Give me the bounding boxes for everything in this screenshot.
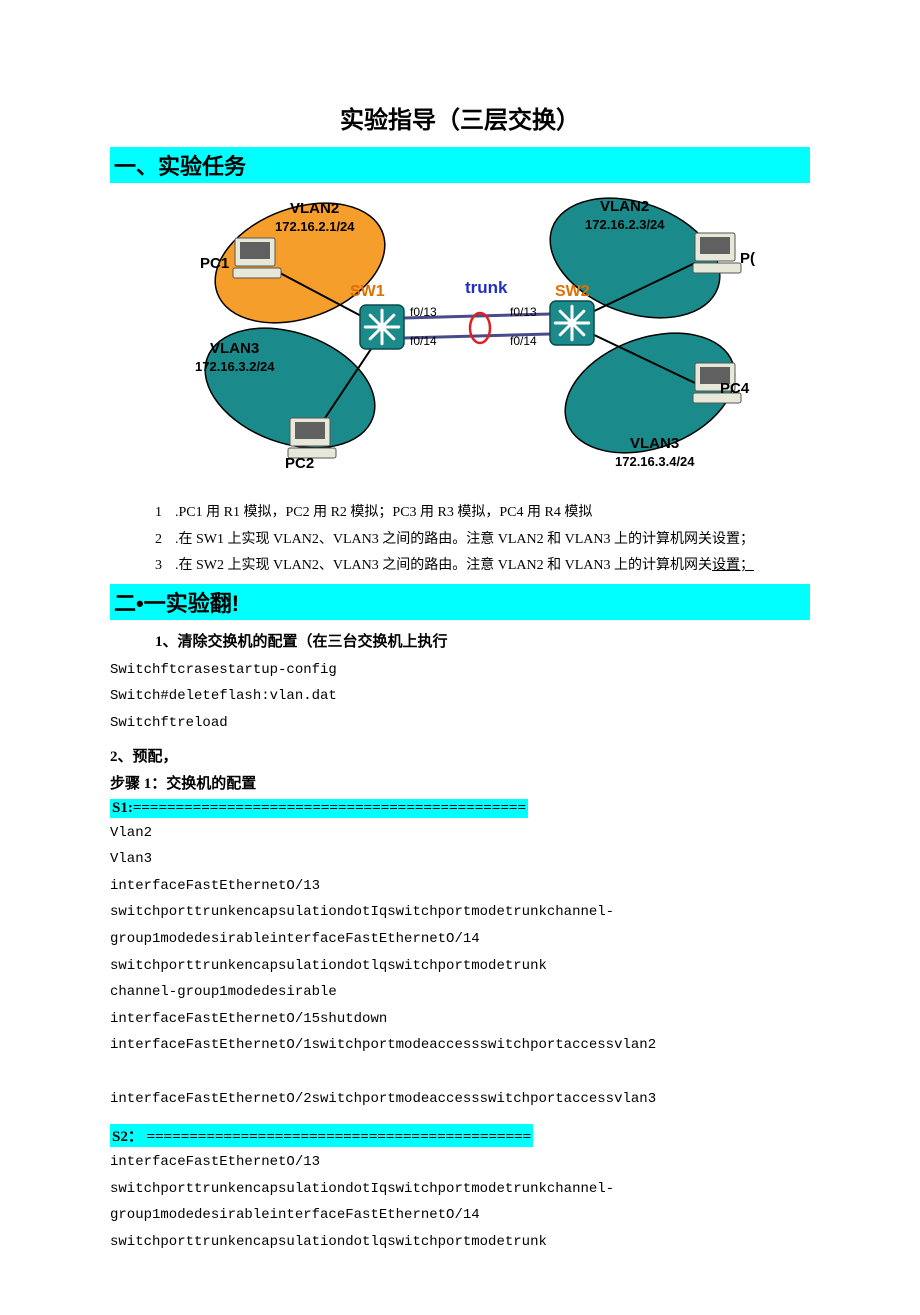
task-item: 2.在 SW1 上实现 VLAN2、VLAN3 之间的路由。注意 VLAN2 和…: [155, 527, 810, 554]
code-line: interfaceFastEthernetO/13: [110, 873, 810, 900]
code-line: channel-group1modedesirable: [110, 979, 810, 1006]
s1-header: S1:=====================================…: [110, 799, 528, 818]
task-text: .在 SW1 上实现 VLAN2、VLAN3 之间的路由。注意 VLAN2 和 …: [175, 532, 754, 547]
code-line: switchporttrunkencapsulationdotIqswitchp…: [110, 1176, 810, 1203]
task-item: 1.PC1 用 R1 模拟，PC2 用 R2 模拟；PC3 用 R3 模拟，PC…: [155, 500, 810, 527]
code-line: switchporttrunkencapsulationdotlqswitchp…: [110, 1229, 810, 1256]
code-line: [110, 1059, 810, 1086]
s1-code-block: Vlan2Vlan3interfaceFastEthernetO/13switc…: [110, 820, 810, 1113]
code-line: interfaceFastEthernetO/13: [110, 1149, 810, 1176]
task-text: .PC1 用 R1 模拟，PC2 用 R2 模拟；PC3 用 R3 模拟，PC4…: [175, 505, 592, 520]
s2-code-block: interfaceFastEthernetO/13switchporttrunk…: [110, 1149, 810, 1255]
svg-text:172.16.3.2/24: 172.16.3.2/24: [195, 359, 275, 374]
code-line: Switchftreload: [110, 710, 810, 737]
task-number: 1: [155, 500, 175, 527]
svg-text:VLAN3: VLAN3: [210, 340, 259, 357]
network-diagram-container: VLAN2 172.16.2.1/24 PC1 VLAN3 172.16.3.2/24 P…: [110, 193, 810, 488]
code-line: interfaceFastEthernetO/2switchportmodeac…: [110, 1086, 810, 1113]
section1-header: 一、实验任务: [110, 147, 810, 183]
code-line: interfaceFastEthernetO/15shutdown: [110, 1006, 810, 1033]
task-text: .在 SW2 上实现 VLAN2、VLAN3 之间的路由。注意 VLAN2 和 …: [175, 558, 712, 573]
code-line: Switch#deleteflash:vlan.dat: [110, 683, 810, 710]
task-number: 3: [155, 553, 175, 580]
document-page: 实验指导（三层交换） 一、实验任务 VLAN2172.16.2.1/24PC1V…: [0, 0, 920, 1315]
svg-text:172.16.2.1/24: 172.16.2.1/24: [275, 219, 355, 234]
task-item: 3.在 SW2 上实现 VLAN2、VLAN3 之间的路由。注意 VLAN2 和…: [155, 553, 810, 580]
task-number: 2: [155, 527, 175, 554]
svg-text:PC1: PC1: [200, 255, 229, 272]
svg-text:172.16.3.4/24: 172.16.3.4/24: [615, 454, 695, 469]
svg-text:VLAN3: VLAN3: [630, 435, 679, 452]
code-line: Vlan2: [110, 820, 810, 847]
step1-title: 1、清除交换机的配置（在三台交换机上执行: [155, 630, 810, 651]
code-line: switchporttrunkencapsulationdotIqswitchp…: [110, 899, 810, 926]
svg-text:SW1: SW1: [350, 283, 385, 300]
page-title: 实验指导（三层交换）: [110, 100, 810, 135]
svg-text:172.16.2.3/24: 172.16.2.3/24: [585, 217, 665, 232]
svg-text:f0/14: f0/14: [510, 334, 537, 348]
step2-title: 2、预配，: [110, 745, 810, 766]
code-line: group1modedesirableinterfaceFastEthernet…: [110, 926, 810, 953]
code-line: interfaceFastEthernetO/1switchportmodeac…: [110, 1032, 810, 1059]
s2-header: S2： ====================================…: [110, 1124, 533, 1147]
step1-code-block: Switchftcrasestartup-configSwitch#delete…: [110, 657, 810, 737]
svg-text:VLAN2: VLAN2: [290, 200, 339, 217]
svg-text:VLAN2: VLAN2: [600, 198, 649, 215]
svg-text:f0/13: f0/13: [410, 305, 437, 319]
network-diagram: VLAN2 172.16.2.1/24 PC1 VLAN3 172.16.3.2/24 P…: [160, 193, 760, 483]
svg-text:PC2: PC2: [285, 455, 314, 472]
svg-text:SW2: SW2: [555, 283, 590, 300]
code-line: switchporttrunkencapsulationdotlqswitchp…: [110, 953, 810, 980]
svg-text:f0/13: f0/13: [510, 305, 537, 319]
svg-text:PC4: PC4: [720, 380, 750, 397]
section2-header: 二•一实验翻!: [110, 584, 810, 620]
step2-subtitle: 步骤 1：交换机的配置: [110, 772, 810, 793]
code-line: Switchftcrasestartup-config: [110, 657, 810, 684]
svg-text:trunk: trunk: [465, 278, 508, 297]
svg-text:P(: P(: [740, 250, 755, 267]
task-list: 1.PC1 用 R1 模拟，PC2 用 R2 模拟；PC3 用 R3 模拟，PC…: [155, 500, 810, 580]
code-line: Vlan3: [110, 846, 810, 873]
svg-text:f0/14: f0/14: [410, 334, 437, 348]
code-line: group1modedesirableinterfaceFastEthernet…: [110, 1202, 810, 1229]
